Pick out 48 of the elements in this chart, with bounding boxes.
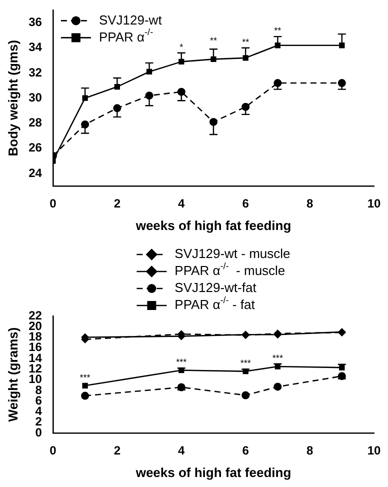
point — [177, 88, 186, 96]
y-tick-label: 36 — [28, 15, 42, 30]
x-tick-label: 4 — [178, 444, 186, 458]
y-tick-label: 32 — [28, 65, 42, 80]
x-tick-label: 6 — [242, 444, 250, 458]
x-tick-label: 8 — [306, 444, 314, 458]
x-tick-label: 8 — [306, 196, 314, 211]
point — [81, 392, 90, 400]
legend-label: SVJ129-wt - muscle — [174, 246, 290, 262]
y-axis-title: Body weight (gms) — [5, 40, 20, 156]
x-tick-label: 2 — [114, 444, 121, 458]
annotation: *** — [80, 372, 91, 383]
y-tick-label: 24 — [28, 166, 42, 180]
x-tick-label: 2 — [114, 196, 121, 211]
x-tick-label: 0 — [50, 444, 57, 458]
annotation: ** — [274, 26, 282, 36]
point — [82, 382, 88, 388]
point — [81, 120, 90, 128]
annotation: ** — [210, 36, 218, 46]
x-axis-title: weeks of high fat feeding — [134, 464, 292, 480]
point — [338, 79, 346, 88]
annotation: *** — [240, 358, 252, 368]
annotation: *** — [176, 357, 188, 368]
x-tick-label: 0 — [50, 196, 57, 211]
legend-label: SVJ129-wt-fat — [174, 280, 257, 296]
x-tick-label: 10 — [367, 196, 381, 211]
y-tick-label: 26 — [28, 140, 42, 155]
y-tick-label: 28 — [28, 116, 42, 130]
point — [209, 118, 218, 126]
x-axis-title: weeks of high fat feeding — [134, 218, 292, 233]
y-axis-title: Weight (grams) — [5, 327, 20, 422]
point — [242, 391, 250, 400]
y-tick-label: 34 — [28, 40, 42, 54]
legend-label: SVJ129-wt — [98, 12, 162, 28]
legend-label: PPAR α-/- - muscle — [174, 260, 286, 278]
point — [82, 95, 88, 101]
x-tick-label: 10 — [367, 444, 381, 458]
point — [242, 102, 250, 111]
y-tick-label: 30 — [28, 90, 42, 104]
legend-label: PPAR α-/- - fat — [174, 294, 256, 312]
point — [274, 382, 282, 391]
point — [210, 56, 216, 62]
annotation: ** — [242, 36, 250, 47]
x-tick-label: 6 — [242, 196, 250, 211]
annotation: * — [180, 42, 184, 52]
annotation: *** — [272, 352, 284, 363]
x-tick-label: 4 — [178, 196, 186, 211]
legend-label: PPAR α-/- — [98, 27, 154, 44]
